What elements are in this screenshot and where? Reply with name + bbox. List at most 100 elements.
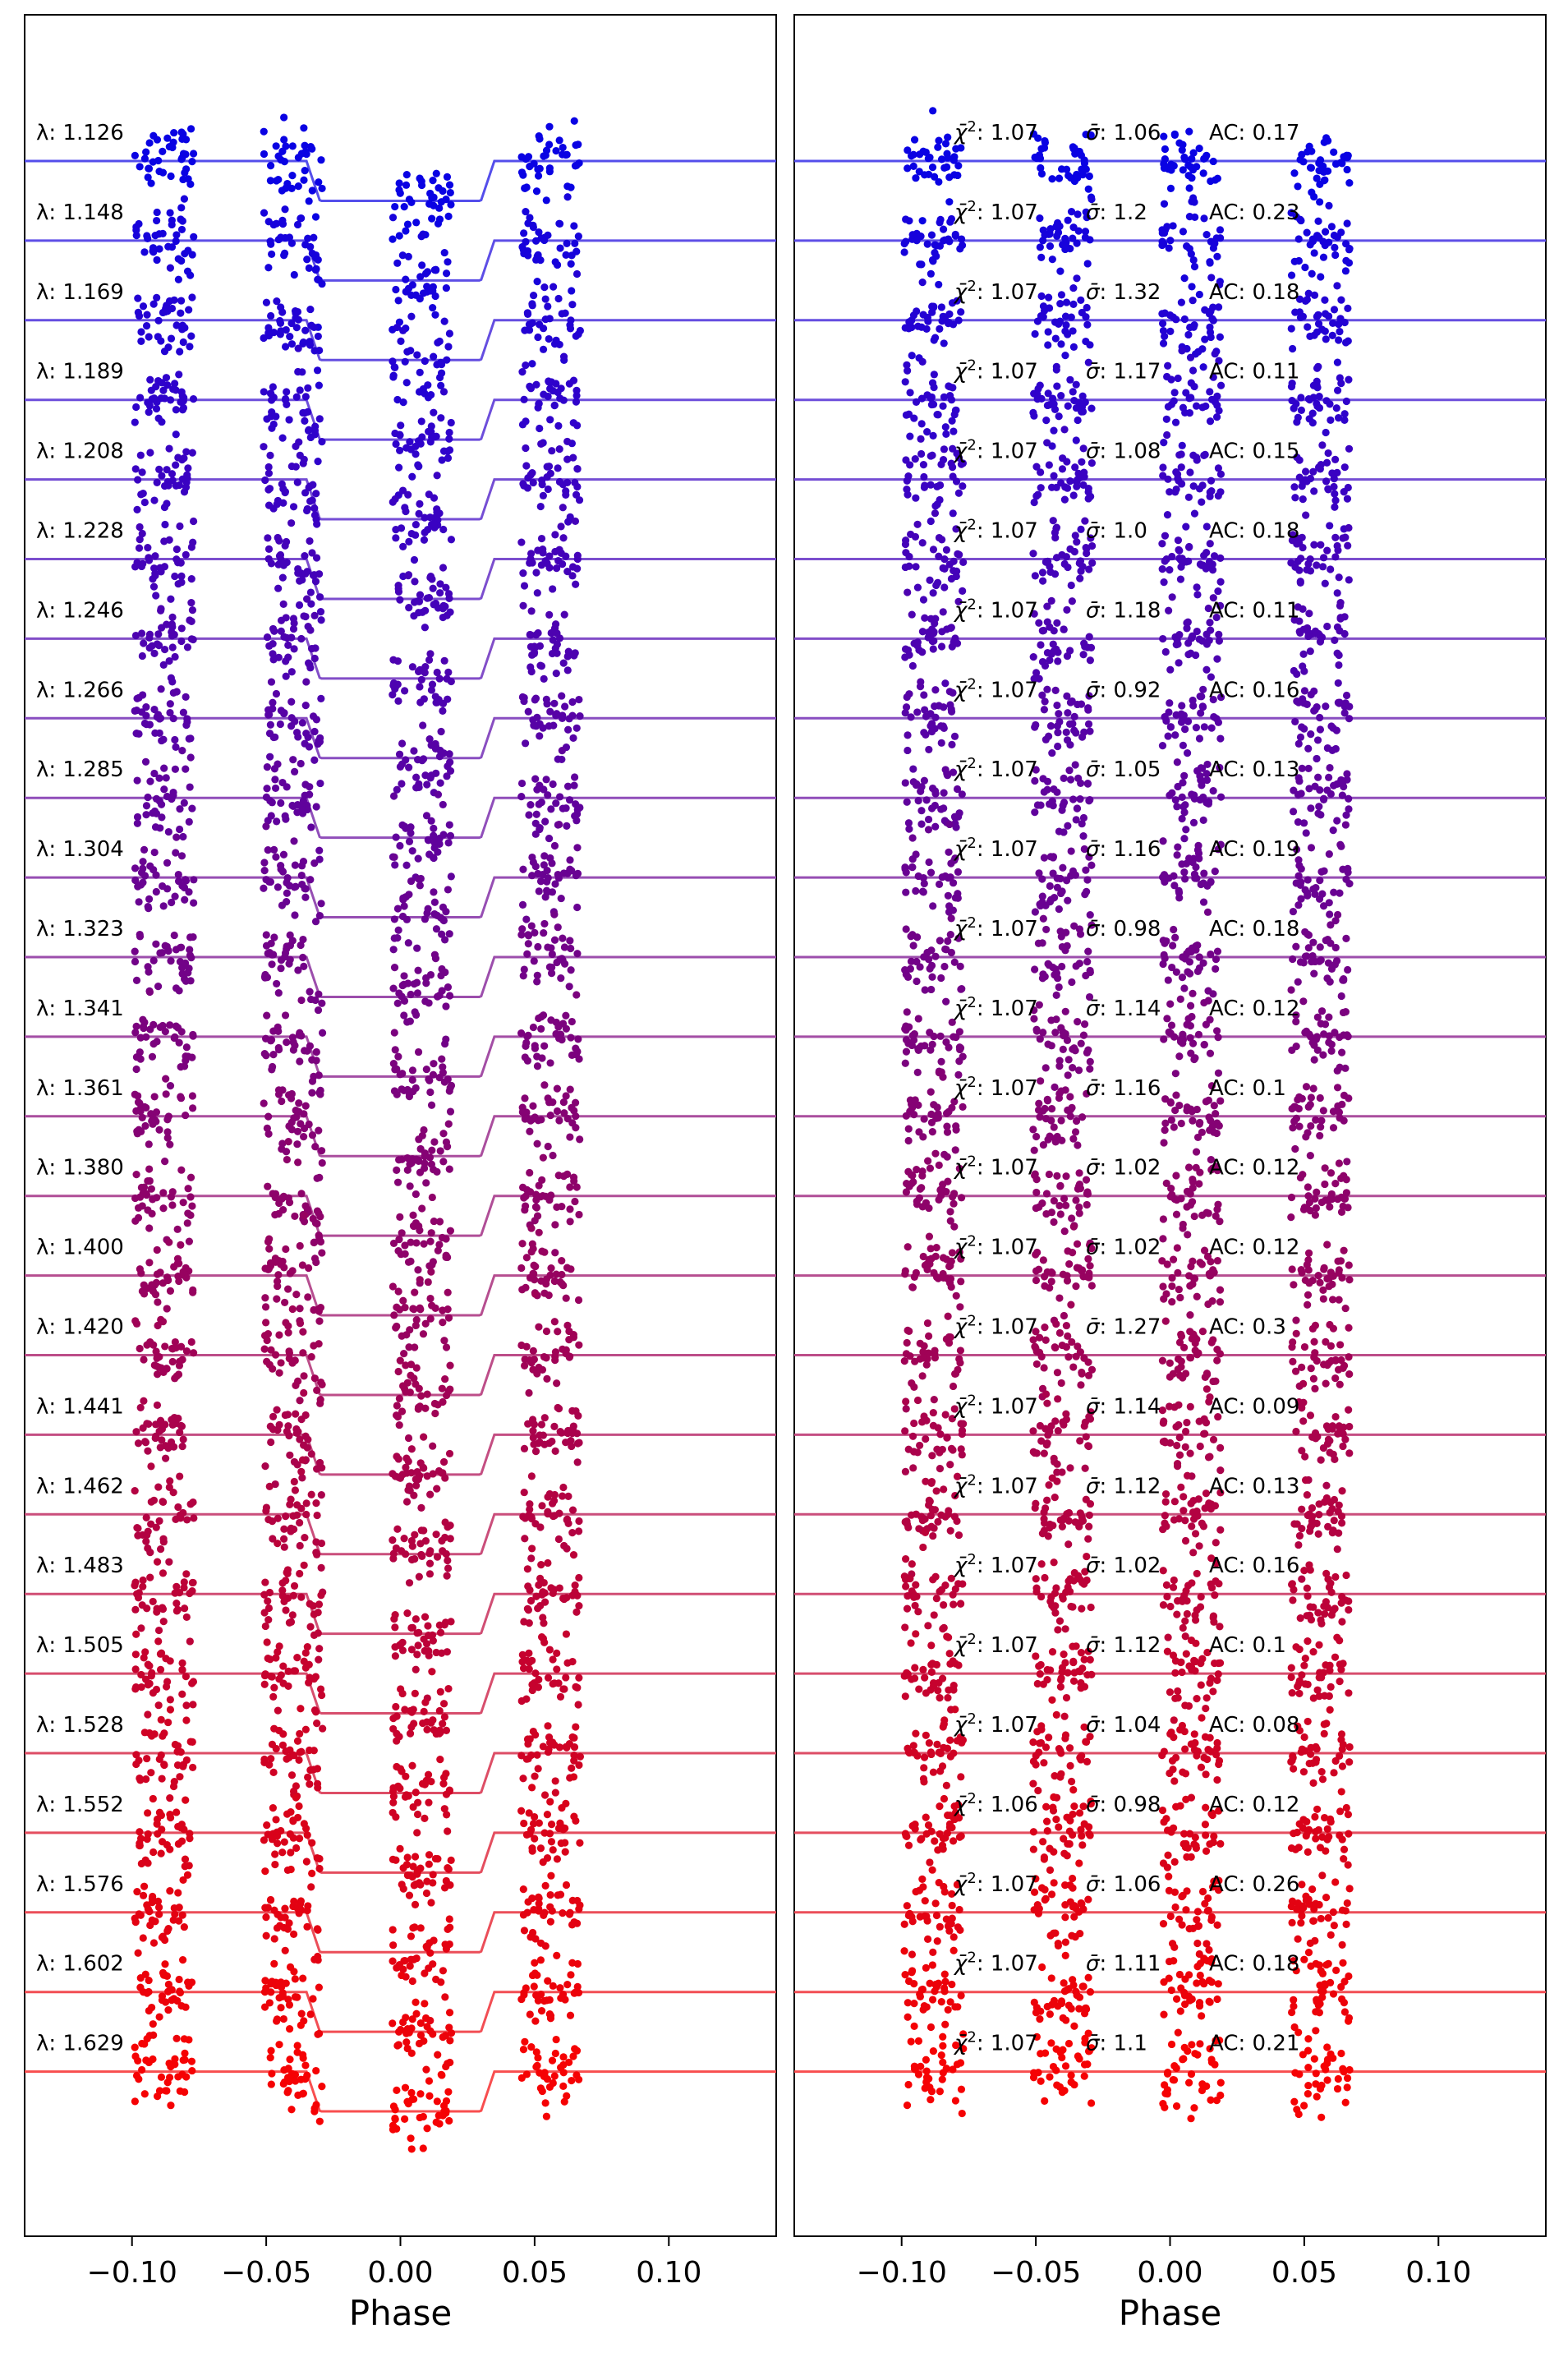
flux-data-point — [278, 1144, 286, 1153]
residual-data-point — [1289, 531, 1297, 539]
flux-data-point — [576, 326, 584, 335]
flux-data-point — [439, 1063, 447, 1071]
flux-data-point — [148, 1894, 156, 1903]
flux-data-point — [186, 1211, 195, 1219]
flux-data-point — [186, 783, 194, 791]
flux-data-point — [281, 1298, 289, 1307]
flux-data-point — [301, 326, 310, 334]
flux-data-point — [554, 464, 562, 472]
residual-data-point — [940, 583, 949, 592]
flux-data-point — [571, 478, 579, 487]
flux-data-point — [550, 1422, 559, 1430]
flux-data-point — [279, 1662, 287, 1670]
residual-data-point — [1086, 656, 1094, 665]
flux-data-point — [447, 2029, 456, 2037]
flux-data-point — [536, 1601, 545, 1610]
residual-data-point — [1072, 436, 1080, 444]
flux-data-point — [423, 1877, 431, 1885]
flux-data-point — [545, 168, 554, 176]
flux-data-point — [277, 862, 285, 870]
flux-data-point — [543, 1996, 551, 2005]
residual-data-point — [1214, 587, 1222, 596]
flux-data-point — [268, 1066, 276, 1074]
flux-data-point — [395, 232, 403, 240]
flux-data-point — [281, 1946, 289, 1954]
flux-data-point — [429, 1442, 437, 1450]
flux-data-point — [280, 136, 288, 144]
residual-data-point — [1163, 511, 1172, 519]
flux-data-point — [179, 1268, 187, 1276]
flux-data-point — [166, 1887, 174, 1895]
flux-data-point — [156, 1268, 164, 1277]
flux-data-point — [140, 1654, 148, 1662]
flux-data-point — [291, 911, 299, 919]
flux-data-point — [553, 564, 561, 573]
flux-data-point — [310, 1342, 318, 1350]
flux-data-point — [173, 1761, 182, 1770]
residual-data-point — [1057, 340, 1065, 348]
flux-data-point — [153, 136, 162, 144]
flux-data-point — [563, 1321, 572, 1329]
flux-data-point — [153, 1194, 161, 1202]
flux-data-point — [306, 876, 315, 884]
flux-data-point — [182, 1756, 191, 1765]
flux-data-point — [181, 324, 189, 332]
flux-data-point — [398, 486, 407, 495]
flux-data-point — [301, 393, 310, 401]
residual-data-point — [1088, 559, 1097, 567]
flux-data-point — [575, 695, 583, 704]
residual-data-point — [1052, 223, 1060, 231]
flux-data-point — [151, 1917, 159, 1926]
flux-data-point — [260, 1345, 269, 1353]
flux-data-point — [145, 2006, 153, 2015]
residual-data-point — [917, 435, 925, 443]
flux-data-point — [161, 645, 169, 654]
flux-data-point — [159, 1189, 168, 1197]
flux-data-point — [273, 1839, 282, 1848]
flux-data-point — [414, 461, 422, 469]
residual-data-point — [1294, 235, 1303, 243]
flux-data-point — [269, 698, 277, 707]
flux-data-point — [149, 2020, 157, 2028]
residual-data-point — [912, 563, 920, 571]
residual-data-point — [1340, 416, 1349, 424]
flux-data-point — [447, 1856, 455, 1864]
flux-data-point — [144, 1544, 152, 1553]
flux-data-point — [162, 1075, 170, 1083]
flux-data-point — [398, 1881, 406, 1889]
residual-data-point — [1037, 641, 1045, 649]
residual-data-point — [1064, 402, 1072, 410]
flux-data-point — [318, 2083, 326, 2091]
flux-data-point — [544, 485, 552, 494]
flux-data-point — [520, 1444, 529, 1452]
residual-data-point — [1180, 274, 1189, 283]
flux-data-point — [422, 1179, 430, 1187]
flux-data-point — [520, 229, 528, 237]
flux-data-point — [261, 1303, 270, 1311]
flux-data-point — [306, 790, 314, 799]
flux-data-point — [535, 1228, 543, 1236]
flux-data-point — [518, 900, 527, 909]
residual-data-point — [927, 517, 935, 526]
residual-data-point — [1310, 487, 1318, 495]
flux-data-point — [159, 902, 168, 910]
flux-data-point — [533, 1139, 541, 1148]
residual-data-point — [1073, 170, 1081, 179]
flux-data-point — [145, 968, 153, 976]
flux-data-point — [280, 113, 288, 122]
flux-data-point — [142, 703, 150, 711]
flux-data-point — [447, 536, 456, 544]
flux-data-point — [566, 1218, 574, 1226]
residual-data-point — [944, 235, 953, 243]
flux-data-point — [183, 1219, 191, 1227]
flux-data-point — [273, 1924, 282, 1932]
flux-data-point — [520, 1927, 529, 1935]
flux-data-point — [131, 876, 140, 885]
residual-data-point — [1060, 559, 1069, 569]
residual-data-point — [1163, 430, 1171, 440]
flux-data-point — [315, 1317, 324, 1325]
residual-data-point — [1315, 403, 1324, 412]
flux-data-point — [412, 1321, 420, 1330]
residual-data-point — [948, 642, 956, 651]
flux-data-point — [136, 1107, 145, 1116]
